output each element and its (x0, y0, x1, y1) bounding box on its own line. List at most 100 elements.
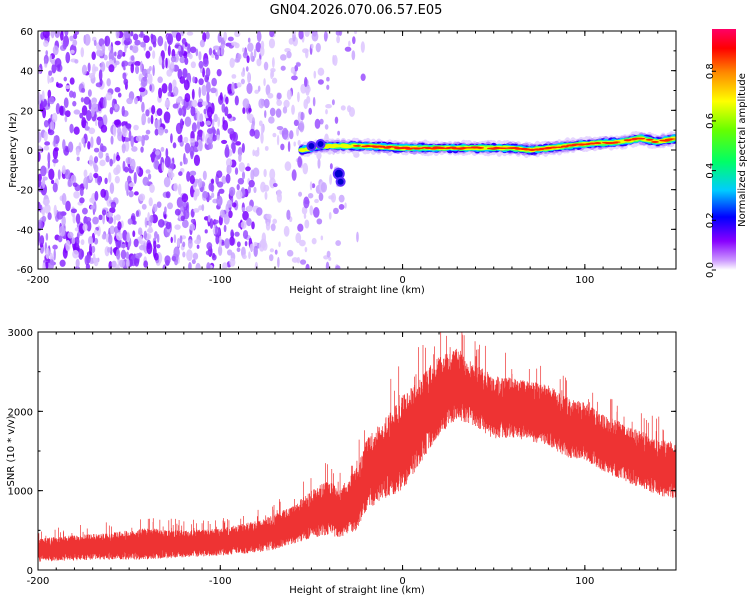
spectrogram-noise-cell (263, 78, 266, 87)
spectrogram-noise-cell (187, 43, 191, 55)
spectrogram-noise-cell (178, 45, 181, 52)
spectrogram-noise-cell (304, 246, 308, 253)
spectrogram-noise-cell (221, 175, 227, 185)
spectrogram-noise-cell (203, 108, 207, 115)
spectrogram-noise-cell (315, 42, 321, 53)
spectrogram-noise-cell (271, 57, 275, 68)
spectrogram-noise-cell (64, 115, 68, 123)
spectrogram-noise-cell (108, 172, 112, 183)
spectrogram-noise-cell (218, 188, 225, 194)
spectrogram-track-cell (667, 138, 676, 140)
snr-y-label: SNR (10 * v/v) (6, 415, 17, 486)
spectrogram-noise-cell (96, 175, 102, 186)
spectrogram-noise-cell (102, 114, 108, 126)
spectrogram-noise-cell (99, 159, 106, 167)
spectrogram-noise-cell (256, 31, 262, 43)
spectrogram-noise-cell (59, 105, 64, 116)
spectrogram-noise-cell (147, 173, 152, 180)
spectrogram-noise-cell (286, 209, 291, 221)
snr-ytick-label: 0 (27, 566, 33, 577)
spectrogram-noise-cell (145, 169, 151, 174)
spectrogram-noise-cell (201, 84, 207, 97)
spectrogram-blob-core (337, 178, 344, 185)
spectrogram-noise-cell (195, 262, 201, 269)
spectrogram-noise-cell (174, 208, 181, 216)
spectrogram-noise-cell (172, 86, 179, 97)
spectrogram-noise-cell (174, 224, 181, 230)
spectrogram-noise-cell (160, 146, 165, 152)
spectrogram-noise-cell (228, 210, 233, 219)
spectrogram-noise-cell (126, 97, 133, 105)
spectrogram-noise-cell (267, 92, 274, 99)
spectrogram-noise-cell (250, 169, 255, 181)
spectrogram-noise-cell (133, 257, 140, 267)
spectrogram-noise-cell (44, 198, 50, 205)
spectrogram-noise-cell (45, 247, 50, 260)
spectrogram-noise-cell (275, 108, 282, 118)
spectrogram-noise-cell (241, 143, 245, 153)
spectrogram-noise-cell (309, 181, 313, 191)
spectrogram-noise-cell (128, 130, 132, 142)
spectrogram-noise-cell (42, 262, 46, 269)
spectrogram-noise-cell (116, 54, 122, 60)
spectrogram-noise-cell (130, 55, 135, 61)
spectrogram-noise-cell (304, 76, 308, 88)
spectrogram-noise-cell (210, 87, 217, 94)
spectrogram-noise-cell (217, 48, 221, 57)
spectrogram-noise-cell (265, 221, 271, 231)
spectrogram-noise-cell (280, 65, 286, 71)
spectrogram-noise-cell (73, 33, 78, 40)
spectrogram-noise-cell (229, 236, 235, 246)
spectrogram-noise-cell (201, 204, 205, 212)
spectrogram-noise-cell (232, 131, 239, 143)
spectrogram-noise-cell (49, 78, 53, 83)
spectrogram-noise-cell (55, 102, 60, 115)
spectrogram-noise-cell (131, 46, 139, 54)
spectrogram-noise-cell (328, 212, 332, 220)
spectrogram-noise-cell (253, 48, 257, 58)
spectrogram-noise-cell (198, 51, 202, 61)
spectrogram-noise-cell (117, 92, 122, 98)
spectrogram-ytick-label: -20 (17, 186, 33, 197)
spectrogram-noise-cell (202, 131, 205, 142)
spectrogram-noise-cell (63, 76, 68, 82)
colorbar: 0.0 0.2 0.4 0.6 0.8 Normalized spectral ampl… (705, 29, 748, 278)
spectrogram-noise-cell (295, 232, 302, 244)
spectrogram-noise-cell (198, 86, 201, 98)
spectrogram-noise-cell (81, 116, 87, 129)
spectrogram-noise-cell (83, 33, 91, 46)
spectrogram-noise-cell (45, 260, 49, 269)
spectrogram-noise-cell (166, 69, 173, 77)
spectrogram-noise-cell (336, 35, 341, 44)
spectrogram-noise-cell (219, 92, 223, 101)
spectrogram-noise-cell (117, 221, 122, 231)
spectrogram-noise-cell (193, 208, 200, 213)
spectrogram-noise-cell (325, 103, 332, 109)
spectrogram-noise-cell (152, 64, 155, 77)
spectrogram-noise-cell (43, 40, 49, 48)
spectrogram-noise-cell (73, 109, 81, 115)
spectrogram-noise-cell (134, 97, 138, 105)
spectrogram-noise-cell (245, 166, 251, 172)
spectrogram-noise-cell (319, 118, 324, 125)
spectrogram-noise-cell (67, 141, 74, 153)
spectrogram-noise-cell (83, 177, 89, 189)
spectrogram-noise-cell (309, 205, 314, 216)
spectrogram-noise-cell (338, 194, 345, 203)
spectrogram-noise-cell (47, 212, 52, 221)
spectrogram-noise-cell (75, 213, 81, 225)
spectrogram-noise-cell (115, 154, 121, 162)
spectrogram-noise-cell (157, 76, 163, 84)
spectrogram-noise-cell (211, 77, 217, 87)
spectrogram-noise-cell (348, 40, 351, 47)
spectrogram-noise-cell (78, 248, 84, 260)
spectrogram-noise-cell (205, 120, 212, 126)
spectrogram-noise-cell (154, 128, 159, 136)
spectrogram-noise-cell (196, 110, 201, 122)
colorbar-tick-label: 0.8 (705, 63, 716, 79)
spectrogram-noise-cell (91, 103, 98, 112)
spectrogram-noise-cell (120, 243, 127, 249)
spectrogram-noise-cell (244, 241, 248, 247)
spectrogram-noise-cell (100, 188, 107, 198)
spectrogram-noise-cell (38, 177, 42, 188)
